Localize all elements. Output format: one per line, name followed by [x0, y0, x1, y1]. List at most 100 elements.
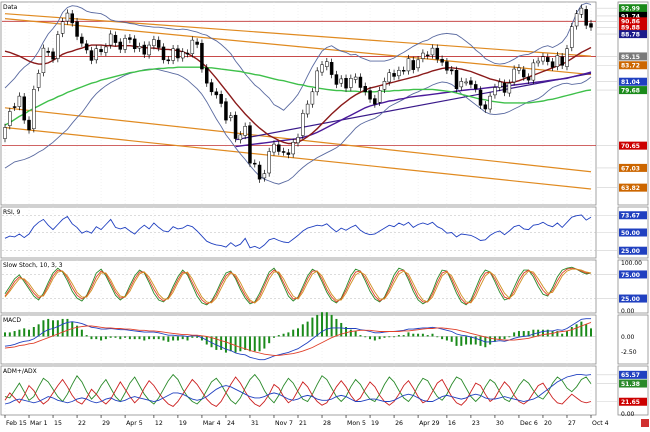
price-axis-label: 83.72: [596, 61, 647, 70]
candle-body: [60, 21, 65, 34]
price-candle: [430, 44, 435, 59]
macd-histogram-bar: [66, 318, 69, 337]
candle-body: [46, 50, 50, 53]
price-candle: [70, 9, 74, 27]
candle-body: [387, 72, 392, 83]
price-candle: [166, 56, 171, 65]
candle-body: [320, 64, 324, 73]
macd-histogram-bar: [28, 329, 31, 337]
x-axis-label: 23: [472, 420, 480, 427]
macd-histogram-bar: [311, 317, 314, 337]
price-axis-label-bg: [619, 77, 647, 86]
adx-axis-label-bg: [619, 379, 647, 388]
rsi-axis-label: 50.00: [596, 228, 647, 237]
candle-body: [536, 60, 540, 64]
price-candle: [416, 56, 420, 72]
macd-histogram-bar: [330, 314, 333, 337]
adx-axis-label-text: 65.57: [621, 372, 640, 379]
candle-body: [248, 125, 252, 164]
candle-body: [565, 48, 569, 67]
adx-axis-label-bg: [619, 397, 647, 406]
price-candle: [36, 69, 41, 92]
price-candle: [373, 94, 377, 108]
candle-body: [36, 73, 41, 88]
macd-histogram-bar: [412, 333, 415, 337]
stoch-axis-label-bg: [619, 270, 647, 279]
candle-body: [27, 119, 31, 131]
candle-body: [522, 69, 526, 78]
price-candle: [161, 43, 166, 64]
macd-histogram-bar: [287, 332, 290, 337]
candle-body: [233, 114, 238, 139]
price-candle: [267, 147, 271, 177]
macd-histogram-bar: [321, 312, 324, 337]
price-candle: [421, 49, 425, 63]
macd-histogram-bar: [397, 335, 400, 337]
macd-histogram-bar: [210, 336, 213, 348]
macd-histogram-bar: [61, 318, 64, 337]
channel-line-trend-line: [235, 72, 592, 141]
price-candle: [296, 133, 300, 147]
macd-histogram-bar: [80, 329, 83, 337]
price-axis-label: 70.65: [596, 141, 647, 150]
candle-body: [305, 103, 310, 115]
macd-panel-frame: [0, 314, 597, 365]
candle-body: [286, 152, 291, 155]
candle-body: [41, 47, 46, 73]
price-candle: [497, 78, 502, 92]
candle-body: [113, 34, 118, 43]
macd-histogram-bar: [297, 328, 299, 337]
price-candle: [51, 48, 55, 63]
price-candle: [41, 44, 46, 77]
stoch-axis-label-text: 25.00: [621, 296, 640, 303]
stoch-line-3: [4, 268, 592, 304]
candle-body: [89, 50, 94, 61]
candle-body: [517, 67, 521, 71]
price-candle: [507, 79, 512, 97]
candle-body: [579, 7, 584, 15]
price-candle: [214, 88, 219, 99]
macd-histogram-bar: [508, 336, 511, 338]
candle-body: [70, 13, 74, 24]
macd-histogram-bar: [532, 329, 535, 337]
price-candle: [325, 57, 329, 71]
price-candle: [315, 67, 319, 96]
price-candle: [147, 41, 151, 59]
candle-body: [17, 95, 22, 107]
x-axis-label: 24: [227, 420, 235, 427]
price-candle: [8, 107, 12, 130]
price-axis-label-bg: [619, 23, 647, 32]
candle-body: [272, 143, 276, 153]
sma-long-line: [235, 71, 592, 148]
rsi-line: [4, 214, 592, 250]
macd-histogram-bar: [263, 336, 266, 349]
price-axis-label: 85.15: [596, 52, 647, 61]
price-axis-label-text: 92.99: [621, 6, 640, 13]
macd-histogram-bar: [575, 324, 578, 337]
stoch-axis-label-bg: [619, 294, 647, 303]
candle-body: [541, 56, 545, 62]
candle-body: [152, 39, 156, 46]
candle-body: [142, 44, 147, 55]
price-candle: [156, 36, 161, 52]
candle-body: [99, 49, 103, 53]
candle-body: [291, 142, 295, 155]
macd-histogram-bar: [479, 336, 482, 346]
macd-histogram-bar: [224, 336, 227, 353]
candle-body: [262, 173, 267, 179]
macd-histogram-bar: [109, 336, 112, 338]
price-candle: [118, 38, 123, 54]
rsi-axis-label: 73.67: [596, 211, 647, 220]
candle-body: [353, 76, 358, 80]
price-candle: [142, 41, 147, 58]
macd-axis-text: 0.00: [621, 334, 635, 341]
macd-histogram-bar: [373, 336, 376, 341]
price-candle: [377, 86, 382, 106]
candle-body: [435, 47, 440, 60]
price-candle: [574, 9, 579, 30]
price-candle: [272, 140, 276, 156]
sma-mid-line: [4, 66, 592, 126]
macd-histogram-bar: [162, 336, 165, 341]
price-candle: [113, 31, 118, 47]
